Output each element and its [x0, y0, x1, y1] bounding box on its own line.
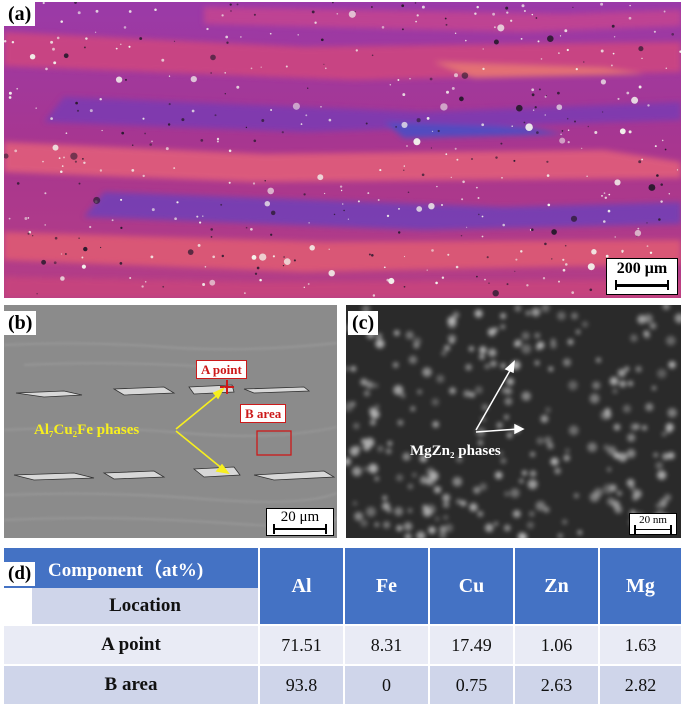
table-row-label: A point	[4, 626, 258, 664]
a-point-label: A point	[196, 360, 247, 379]
table-header-location: Location	[32, 588, 258, 624]
panel-b-scale-bar: 20 μm	[266, 508, 334, 536]
table-cell: 2.82	[600, 666, 681, 704]
table-cell: 0.75	[430, 666, 513, 704]
panel-d-composition-table: Component（at%) (d) Location Al Fe Cu Zn …	[4, 548, 681, 706]
al7cu2fe-phase-label: Al₇Cu₂Fe phases	[34, 422, 140, 438]
mgzn2-phase-label: MgZn₂ phases	[410, 443, 501, 459]
table-row-label: B area	[4, 666, 258, 704]
panel-a-label: (a)	[4, 2, 36, 26]
panel-c-tem: (c) MgZn₂ phases 20 nm	[346, 305, 681, 538]
optical-micrograph-image	[4, 2, 681, 298]
panel-c-scale-line	[634, 525, 672, 535]
table-col-header: Zn	[515, 548, 598, 624]
tem-image	[346, 305, 681, 538]
table-cell: 0	[345, 666, 428, 704]
b-area-box	[256, 430, 292, 456]
panel-b-scale-label: 20 μm	[280, 509, 320, 525]
panel-d-label: (d)	[4, 562, 36, 586]
table-header-component: Component（at%)	[4, 548, 258, 588]
panel-a-scale-line	[615, 280, 669, 290]
table-col-header: Mg	[600, 548, 681, 624]
table-cell: 71.51	[260, 626, 343, 664]
panel-c-scale-bar: 20 nm	[629, 513, 677, 535]
table-cell: 8.31	[345, 626, 428, 664]
panel-c-scale-label: 20 nm	[639, 514, 667, 526]
table-col-header: Al	[260, 548, 343, 624]
panel-c-label: (c)	[348, 311, 379, 335]
panel-a-scale-label: 200 μm	[616, 260, 668, 277]
table-cell: 2.63	[515, 666, 598, 704]
table-col-header: Cu	[430, 548, 513, 624]
panel-b-label: (b)	[4, 311, 37, 335]
table-cell: 1.63	[600, 626, 681, 664]
panel-a-scale-bar: 200 μm	[606, 258, 678, 295]
table-cell: 17.49	[430, 626, 513, 664]
table-spacer	[4, 588, 32, 624]
b-area-label: B area	[240, 404, 287, 423]
panel-b-sem: (b) A point B area Al₇Cu₂Fe phases 20 μm	[4, 305, 337, 538]
panel-b-scale-line	[273, 524, 327, 534]
table-cell: 1.06	[515, 626, 598, 664]
table-col-header: Fe	[345, 548, 428, 624]
table-cell: 93.8	[260, 666, 343, 704]
panel-a-micrograph: (a) 200 μm	[4, 2, 681, 298]
